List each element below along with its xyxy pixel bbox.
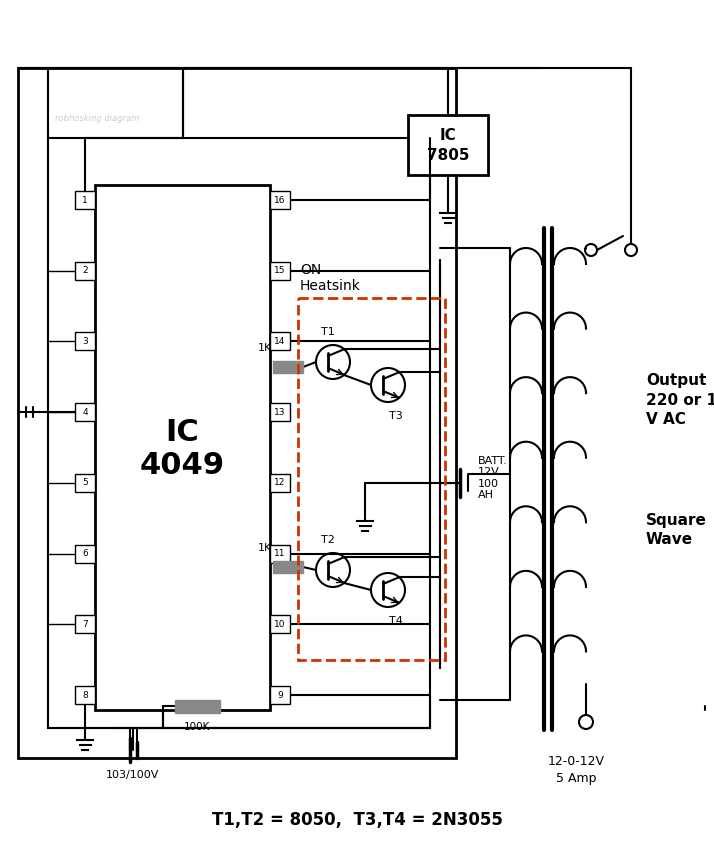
Bar [75,262,95,280]
Text: 1: 1 [82,196,88,205]
Text: T3: T3 [389,411,403,421]
Text: 3: 3 [82,337,88,346]
Text: IC: IC [440,128,456,143]
Bar [270,262,290,280]
Text: 2: 2 [82,266,88,275]
Text: 4: 4 [82,408,88,416]
Text: Output
220 or 120
V AC: Output 220 or 120 V AC [646,372,714,428]
Bar [298,298,445,660]
Text: ON
Heatsink: ON Heatsink [300,263,361,293]
Text: BATT.
12V
100
AH: BATT. 12V 100 AH [478,456,508,501]
Text: Square
Wave: Square Wave [646,513,707,547]
Text: T1: T1 [321,327,335,337]
Bar [75,615,95,633]
Bar [270,473,290,492]
Text: 12: 12 [274,479,286,487]
Text: 9: 9 [277,690,283,700]
Text: 15: 15 [274,266,286,275]
Text: 1K: 1K [258,343,272,353]
Bar [408,115,488,175]
Bar [18,68,456,758]
Text: 7: 7 [82,620,88,629]
Text: T2: T2 [321,535,335,545]
Bar [95,185,270,710]
Text: 5: 5 [82,479,88,487]
Text: 8: 8 [82,690,88,700]
Text: T1,T2 = 8050,  T3,T4 = 2N3055: T1,T2 = 8050, T3,T4 = 2N3055 [211,811,503,829]
Text: 100K: 100K [183,722,210,732]
Bar [175,700,220,713]
Bar [75,545,95,563]
Text: IC: IC [166,418,199,447]
Bar [270,686,290,704]
Text: 13: 13 [274,408,286,416]
Bar [75,332,95,350]
Text: 7805: 7805 [427,148,469,162]
Text: T4: T4 [389,616,403,626]
Bar [273,361,303,373]
Bar [48,138,430,728]
Text: 14: 14 [274,337,286,346]
Bar [75,473,95,492]
Bar [270,403,290,421]
Text: robhosking diagram: robhosking diagram [55,114,139,122]
Text: 12-0-12V: 12-0-12V [548,755,605,768]
Text: 5 Amp: 5 Amp [555,772,596,785]
Bar [270,615,290,633]
Text: 6: 6 [82,549,88,558]
Text: 11: 11 [274,549,286,558]
Bar [270,191,290,209]
Bar [75,686,95,704]
Text: 4049: 4049 [140,451,225,480]
Bar [75,403,95,421]
Bar [75,191,95,209]
Bar [270,545,290,563]
Text: 10: 10 [274,620,286,629]
Bar [273,561,303,573]
Text: 16: 16 [274,196,286,205]
Text: 1K: 1K [258,543,272,553]
Text: 103/100V: 103/100V [106,770,160,780]
Bar [270,332,290,350]
